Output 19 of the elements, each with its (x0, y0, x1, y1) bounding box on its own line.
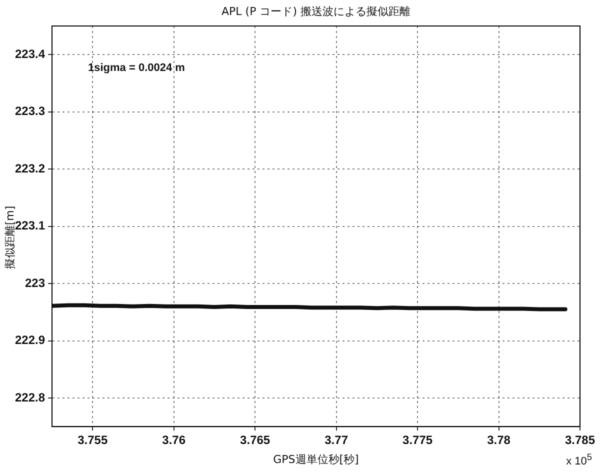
y-axis-title: 擬似距離[m] (2, 204, 16, 272)
y-tick-label: 223.4 (14, 46, 46, 61)
x-axis-title: GPS週単位秒[秒] (273, 453, 359, 466)
x-tick-label: 3.775 (402, 433, 433, 448)
y-tick-label: 223 (24, 276, 46, 290)
x-tick-label: 3.78 (487, 433, 511, 448)
x-tick-label: 3.77 (324, 433, 348, 448)
y-tick-label: 223.1 (14, 218, 46, 233)
y-tick-label: 223.2 (14, 161, 46, 176)
y-tick-label: 222.8 (14, 390, 46, 404)
x-tick-label: 3.785 (564, 433, 596, 448)
y-tick-label: 223.3 (14, 104, 46, 118)
text: x 10$^{5}$ (566, 452, 592, 468)
annotation: 1sigma = 0.0024 m (88, 62, 185, 74)
x-tick-label: 3.76 (162, 433, 186, 448)
x-tick-label: 3.755 (78, 433, 108, 448)
chart-title: APL (P コード) 搬送波による擬似距離 (220, 4, 412, 19)
x-tick-label: 3.765 (240, 433, 270, 448)
y-tick-label: 222.9 (14, 333, 46, 348)
